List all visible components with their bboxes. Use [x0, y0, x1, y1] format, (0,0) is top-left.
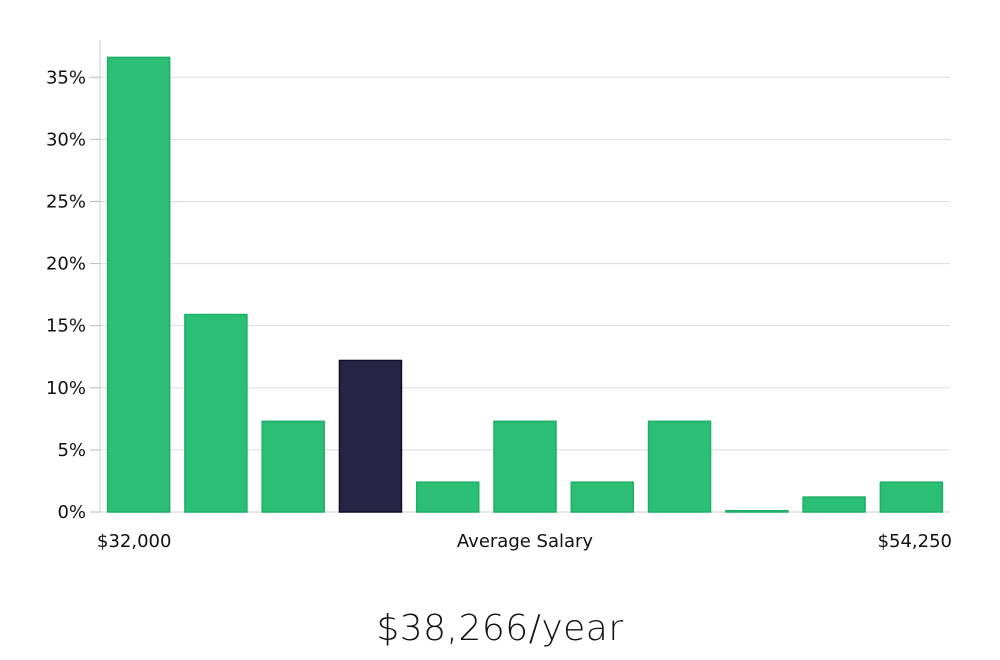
x-axis-min-label: $32,000: [97, 531, 171, 552]
bar-2: [261, 420, 325, 513]
x-axis-title: Average Salary: [457, 531, 594, 552]
y-tick-label-5: 5%: [57, 440, 86, 461]
bar-8: [725, 510, 789, 513]
y-tick-label-0: 0%: [57, 502, 86, 523]
bar-1: [184, 313, 248, 513]
y-axis-ticks: 0% 5% 10% 15% 20% 25% 30% 35%: [46, 67, 100, 523]
x-axis-max-label: $54,250: [878, 531, 952, 552]
salary-histogram: 0% 5% 10% 15% 20% 25% 30% 35% $32,000 Average S…: [46, 40, 952, 552]
bars: [106, 56, 944, 513]
y-tick-label-25: 25%: [46, 191, 86, 212]
bar-7: [647, 420, 712, 513]
bar-highlighted-3: [338, 359, 403, 513]
average-salary-value: $38,266/year: [376, 608, 624, 649]
bar-4: [415, 481, 480, 513]
y-tick-label-10: 10%: [46, 378, 86, 399]
bar-10: [879, 481, 944, 513]
y-tick-label-30: 30%: [46, 129, 86, 150]
y-tick-label-20: 20%: [46, 254, 86, 275]
bar-6: [570, 481, 635, 513]
y-tick-label-15: 15%: [46, 316, 86, 337]
bar-0: [106, 56, 171, 513]
y-tick-label-35: 35%: [46, 67, 86, 88]
bar-9: [802, 496, 866, 513]
bar-5: [493, 420, 557, 513]
